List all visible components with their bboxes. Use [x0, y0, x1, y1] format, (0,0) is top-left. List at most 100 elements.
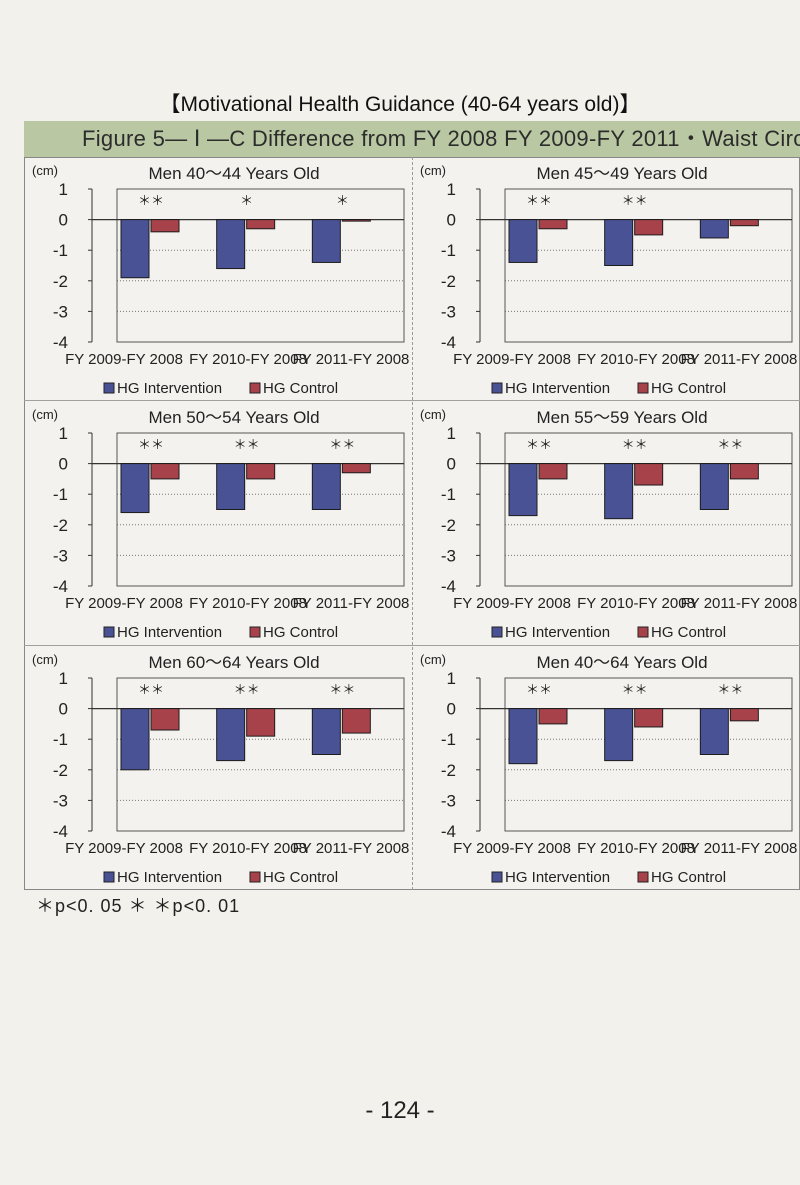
y-tick-label: -4 [441, 333, 456, 352]
bar-chart: (cm) Men 45～49 Years Old 1 0 -1 -2 -3 -4 ＊＊ ＊＊ FY … [420, 163, 798, 397]
category-label: FY 2010-FY 2008 [189, 595, 307, 612]
y-tick-label: 1 [447, 424, 456, 443]
y-tick-label: 1 [59, 424, 68, 443]
bar-hg-control [538, 463, 568, 480]
y-tick-label: -2 [53, 761, 68, 780]
category-label: FY 2009-FY 2008 [453, 351, 571, 368]
legend-label: HG Control [263, 380, 338, 397]
significance-marker: ＊＊ [234, 682, 260, 697]
bar-hg-control [150, 708, 180, 731]
legend-label: HG Control [263, 869, 338, 886]
bar-hg-intervention [120, 219, 150, 279]
y-tick-label: 0 [447, 211, 456, 230]
unit-label: (cm) [420, 407, 446, 422]
y-tick-label: -3 [53, 546, 68, 565]
bar-hg-control [150, 219, 180, 233]
y-tick-label: -1 [441, 241, 456, 260]
y-tick-label: -2 [441, 272, 456, 291]
bar-hg-intervention [699, 219, 729, 239]
y-tick-label: -3 [441, 302, 456, 321]
chart-panel-men-55-59: (cm) Men 55～59 Years Old 1 0 -1 -2 -3 -4 ＊＊ ＊＊ ＊＊ F… [412, 401, 800, 645]
chart-title: Men 40～44 Years Old [148, 164, 319, 183]
bar-hg-control [341, 219, 371, 222]
bar-hg-control [150, 463, 180, 480]
bar-hg-control [729, 463, 759, 480]
bar-hg-control [246, 708, 276, 737]
significance-marker: ＊＊ [526, 437, 552, 452]
y-tick-label: -2 [53, 516, 68, 535]
significance-marker: ＊ [336, 193, 349, 208]
legend-label: HG Control [651, 869, 726, 886]
bar-hg-control [634, 463, 664, 486]
chart-title: Men 50～54 Years Old [148, 408, 319, 427]
bar-hg-intervention [604, 219, 634, 266]
bar-hg-intervention [508, 463, 538, 517]
unit-label: (cm) [32, 163, 58, 178]
y-tick-label: 1 [447, 180, 456, 199]
significance-footnote: ＊p<0. 05 ＊ ＊p<0. 01 [36, 896, 241, 916]
bar-hg-control [341, 708, 371, 734]
unit-label: (cm) [420, 163, 446, 178]
figure-header: Figure 5— Ⅰ —C Difference from FY 2008 F… [24, 121, 800, 157]
legend-swatch-control [249, 871, 261, 883]
bar-hg-intervention [508, 708, 538, 765]
significance-marker: ＊＊ [526, 193, 552, 208]
significance-marker: ＊＊ [138, 193, 164, 208]
legend-label: HG Intervention [505, 624, 610, 641]
significance-marker: ＊＊ [234, 437, 260, 452]
significance-marker: ＊ [240, 193, 253, 208]
y-tick-label: 0 [447, 700, 456, 719]
bar-hg-intervention [216, 708, 246, 762]
bar-hg-intervention [311, 708, 341, 755]
legend-label: HG Intervention [505, 869, 610, 886]
y-tick-label: -4 [53, 577, 68, 596]
y-tick-label: 0 [59, 211, 68, 230]
category-label: FY 2011-FY 2008 [293, 840, 410, 857]
y-tick-label: 1 [59, 669, 68, 688]
significance-marker: ＊＊ [526, 682, 552, 697]
legend-swatch-intervention [491, 626, 503, 638]
y-tick-label: -4 [441, 822, 456, 841]
chart-title: Men 45～49 Years Old [536, 164, 707, 183]
bar-hg-control [341, 463, 371, 474]
chart-title: Men 40～64 Years Old [536, 653, 707, 672]
y-tick-label: 1 [59, 180, 68, 199]
y-tick-label: -1 [53, 730, 68, 749]
y-tick-label: 1 [447, 669, 456, 688]
plot-frame [116, 677, 405, 832]
y-tick-label: -4 [53, 333, 68, 352]
y-tick-label: -3 [441, 546, 456, 565]
bar-hg-control [729, 219, 759, 227]
category-label: FY 2011-FY 2008 [681, 351, 798, 368]
category-label: FY 2009-FY 2008 [65, 351, 183, 368]
bar-hg-control [729, 708, 759, 722]
legend-swatch-intervention [491, 871, 503, 883]
category-label: FY 2011-FY 2008 [681, 595, 798, 612]
legend-label: HG Intervention [505, 380, 610, 397]
legend-swatch-control [249, 382, 261, 394]
grid-divider-vertical [412, 157, 413, 890]
legend-label: HG Control [651, 624, 726, 641]
grid-divider-horizontal [24, 645, 800, 646]
significance-marker: ＊＊ [138, 437, 164, 452]
significance-marker: ＊＊ [329, 437, 355, 452]
legend-swatch-control [637, 871, 649, 883]
y-tick-label: -1 [441, 485, 456, 504]
bar-hg-control [246, 219, 276, 230]
significance-marker: ＊＊ [622, 193, 648, 208]
bar-chart: (cm) Men 55～59 Years Old 1 0 -1 -2 -3 -4 ＊＊ ＊＊ ＊＊ F… [420, 407, 798, 641]
legend-label: HG Intervention [117, 624, 222, 641]
legend-swatch-control [249, 626, 261, 638]
y-tick-label: -1 [53, 485, 68, 504]
plot-frame [504, 188, 793, 343]
legend-swatch-intervention [103, 871, 115, 883]
bar-hg-control [538, 219, 568, 230]
category-label: FY 2010-FY 2008 [577, 595, 695, 612]
legend-label: HG Intervention [117, 869, 222, 886]
chart-panel-men-40-64: (cm) Men 40～64 Years Old 1 0 -1 -2 -3 -4 ＊＊ ＊＊ ＊＊ F… [412, 646, 800, 890]
legend-label: HG Control [651, 380, 726, 397]
significance-marker: ＊＊ [329, 682, 355, 697]
chart-title: Men 55～59 Years Old [536, 408, 707, 427]
bar-hg-intervention [604, 463, 634, 520]
y-tick-label: 0 [59, 455, 68, 474]
